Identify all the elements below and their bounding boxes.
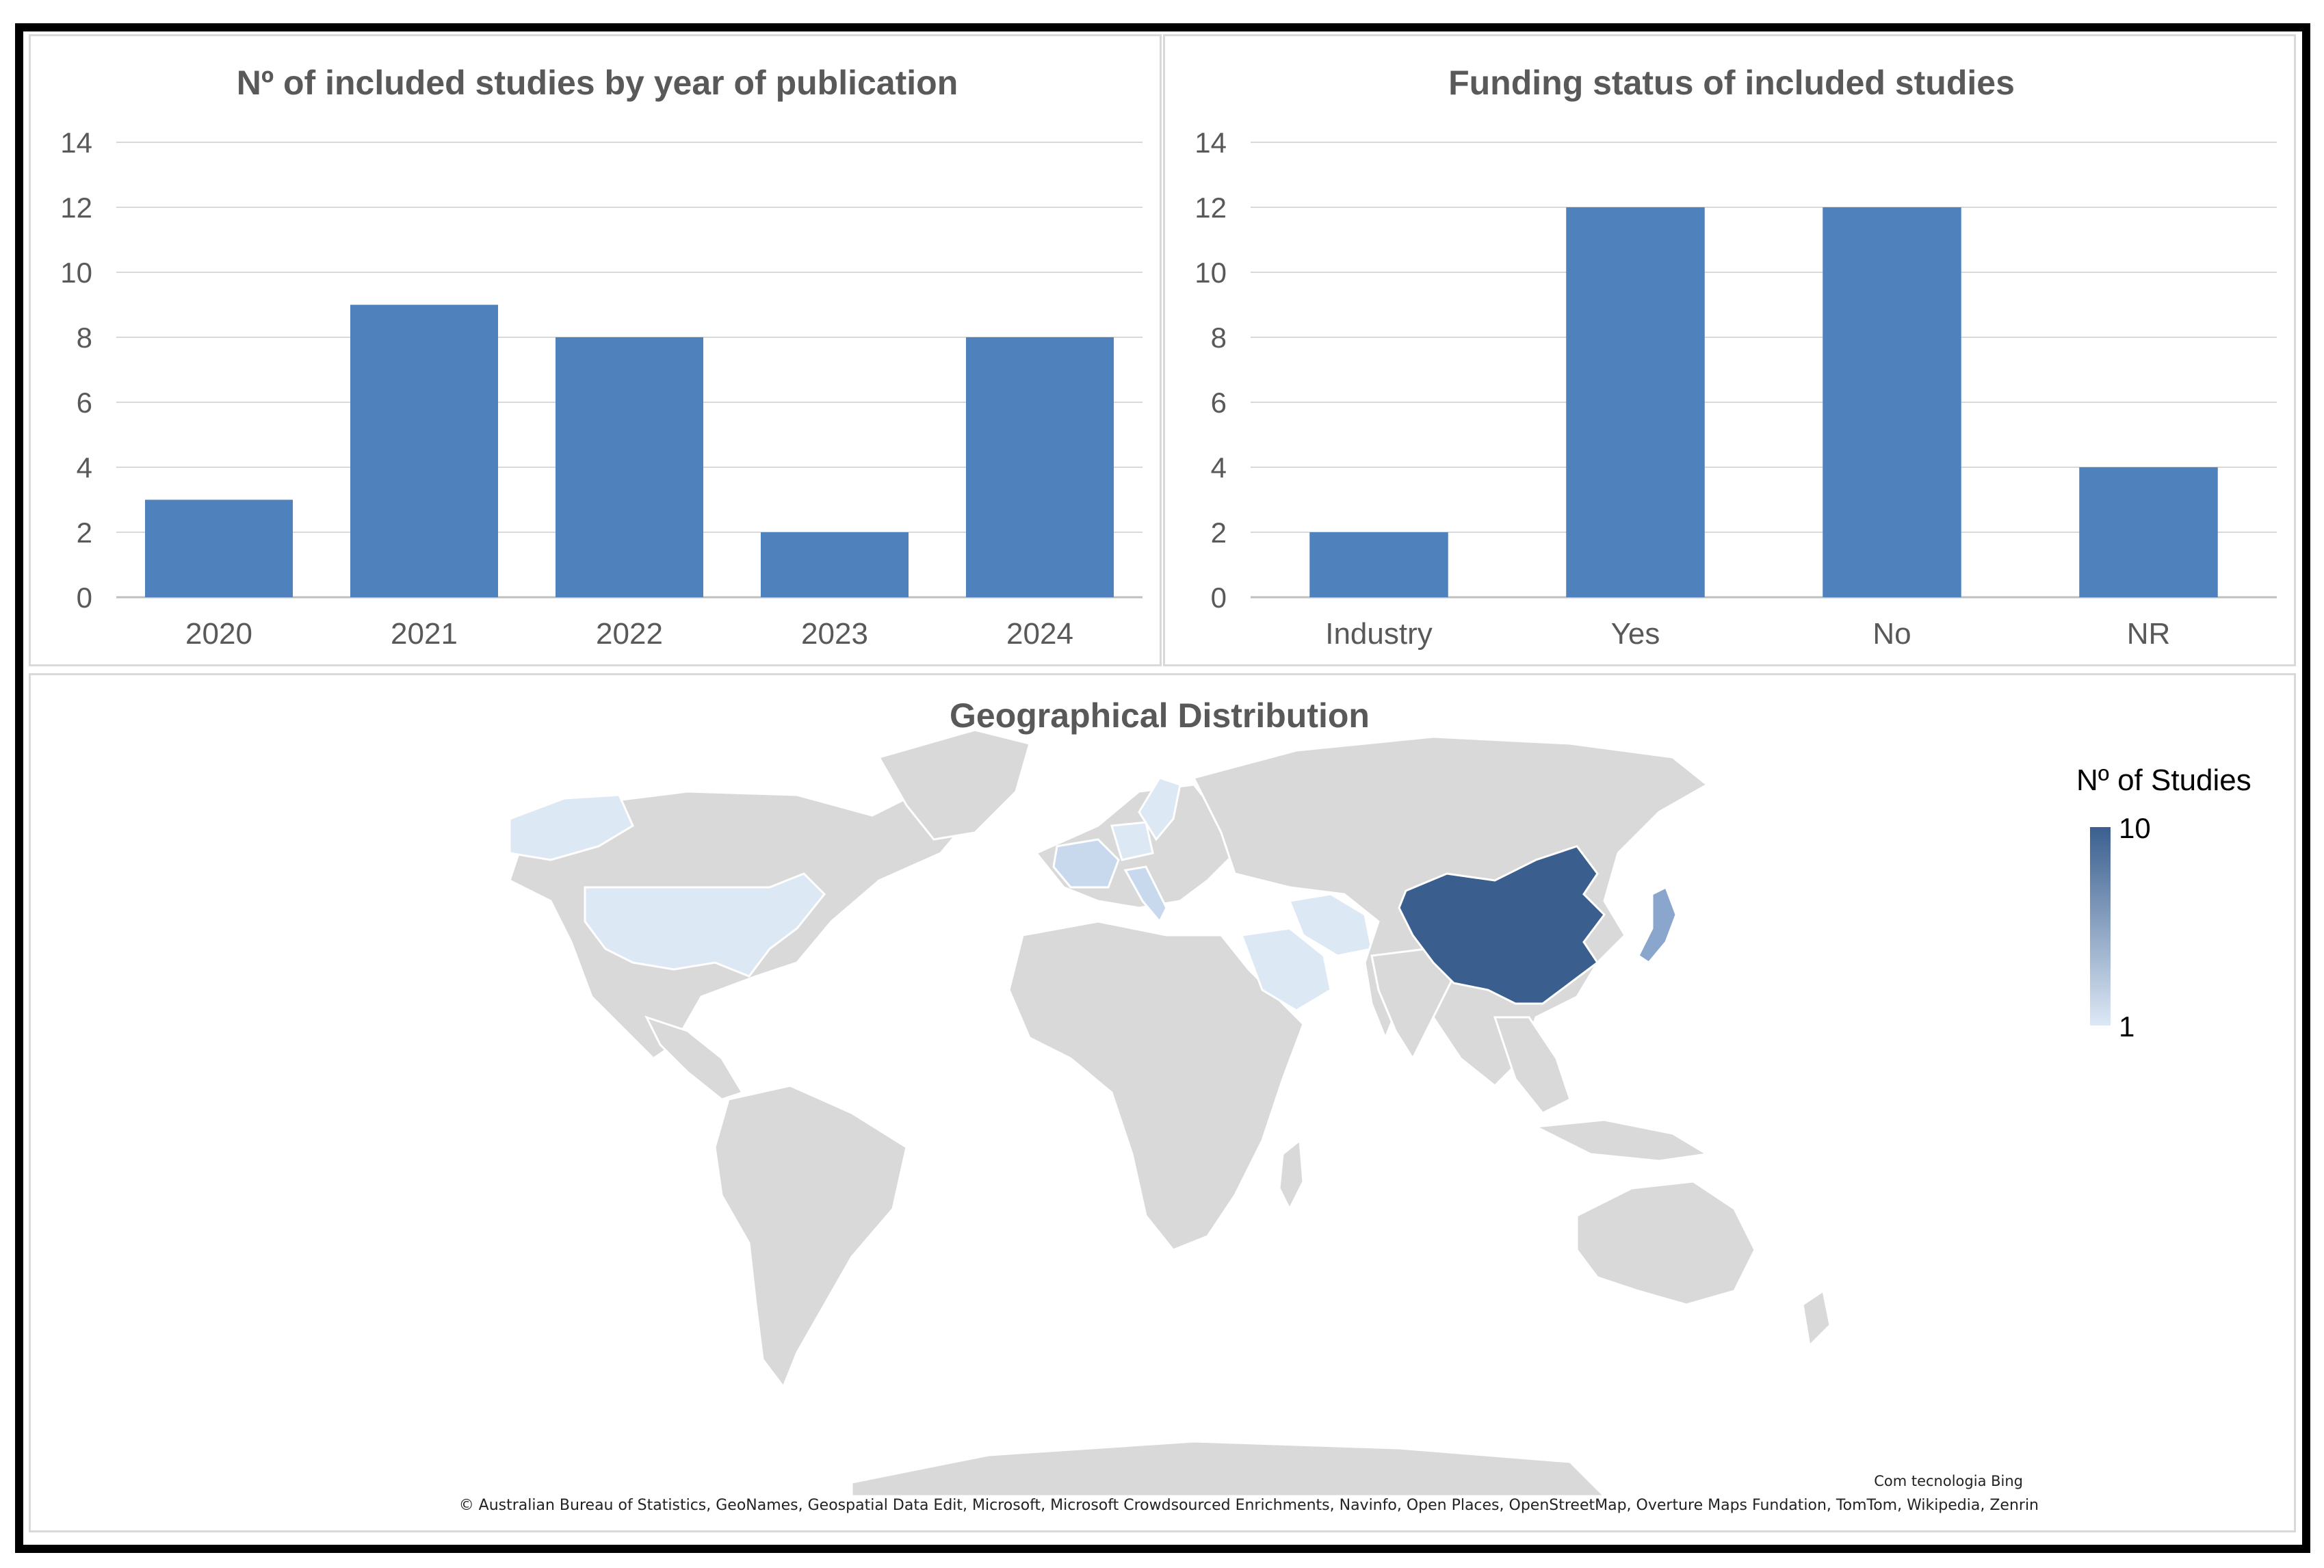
bar-yes: [1566, 207, 1705, 597]
land-indonesia: [1532, 1119, 1710, 1162]
y-tick-label: 2: [1211, 517, 1227, 549]
land-central-america: [644, 1015, 744, 1101]
bar-2020: [145, 499, 293, 597]
funding-bar-chart: Funding status of included studies Indus…: [1194, 64, 2277, 651]
y-tick-label: 14: [60, 127, 92, 159]
bar-2022: [556, 337, 703, 597]
legend-title: Nº of Studies: [2076, 763, 2251, 797]
land-australia: [1576, 1180, 1756, 1306]
legend-color-scale: [2090, 827, 2111, 1025]
y-tick-label: 4: [77, 452, 92, 484]
bar-2021: [350, 304, 498, 597]
region-france: [1052, 838, 1120, 889]
y-tick-label: 0: [1211, 582, 1227, 614]
y-tick-label: 12: [1194, 192, 1227, 224]
map-attribution: © Australian Bureau of Statistics, GeoNa…: [459, 1497, 2039, 1514]
land-greenland: [877, 729, 1031, 841]
land-madagascar: [1278, 1138, 1305, 1212]
map-powered-by: Com tecnologia Bing: [1874, 1473, 2023, 1489]
x-tick-label: 2020: [185, 617, 252, 651]
x-tick-label: 2022: [596, 617, 663, 651]
x-tick-label: 2024: [1006, 617, 1073, 651]
map-panel: Geographical Distribution: [29, 673, 2296, 1532]
land-new-zealand: [1801, 1289, 1831, 1348]
region-germany: [1110, 821, 1154, 861]
x-tick-label: No: [1872, 617, 1911, 651]
bar-nr: [2079, 467, 2218, 597]
y-tick-label: 8: [1211, 322, 1227, 354]
year-chart-title: Nº of included studies by year of public…: [237, 64, 958, 102]
land-africa: [1008, 920, 1305, 1251]
bar-industry: [1309, 532, 1448, 597]
land-south-america: [714, 1084, 908, 1389]
y-tick-label: 10: [1194, 257, 1227, 289]
y-tick-label: 6: [77, 387, 92, 419]
region-united-states: [584, 872, 826, 978]
map-title: Geographical Distribution: [950, 696, 1370, 735]
land-masses: [508, 729, 1831, 1498]
y-tick-label: 0: [77, 582, 92, 614]
y-tick-label: 12: [60, 192, 92, 224]
x-tick-label: Yes: [1611, 617, 1660, 651]
y-tick-label: 8: [77, 322, 92, 354]
year-bar-chart: Nº of included studies by year of public…: [60, 64, 1143, 651]
region-alaska: [508, 794, 634, 861]
funding-chart-panel: Funding status of included studies Indus…: [1163, 34, 2296, 666]
region-japan: [1637, 885, 1677, 964]
land-southeast-asia: [1493, 1016, 1571, 1114]
bar-2023: [761, 532, 909, 597]
x-tick-label: 2021: [391, 617, 458, 651]
y-tick-label: 2: [77, 517, 92, 549]
year-chart-panel: Nº of included studies by year of public…: [29, 34, 1162, 666]
legend-min-label: 1: [2119, 1010, 2134, 1043]
y-tick-label: 4: [1211, 452, 1227, 484]
bar-no: [1823, 207, 1961, 597]
world-map: Geographical Distribution: [459, 696, 2251, 1514]
y-tick-label: 6: [1211, 387, 1227, 419]
land-antarctica: [850, 1440, 1607, 1498]
x-tick-label: NR: [2127, 617, 2171, 651]
region-china: [1398, 845, 1606, 1005]
y-tick-label: 10: [60, 257, 92, 289]
funding-chart-title: Funding status of included studies: [1448, 64, 2015, 102]
region-saudi-arabia: [1240, 927, 1332, 1012]
region-sweden: [1138, 776, 1181, 841]
legend-max-label: 10: [2119, 812, 2151, 844]
y-tick-label: 14: [1194, 127, 1227, 159]
bar-2024: [966, 337, 1114, 597]
x-tick-label: 2023: [801, 617, 868, 651]
x-tick-label: Industry: [1325, 617, 1433, 651]
region-italy: [1123, 865, 1168, 924]
